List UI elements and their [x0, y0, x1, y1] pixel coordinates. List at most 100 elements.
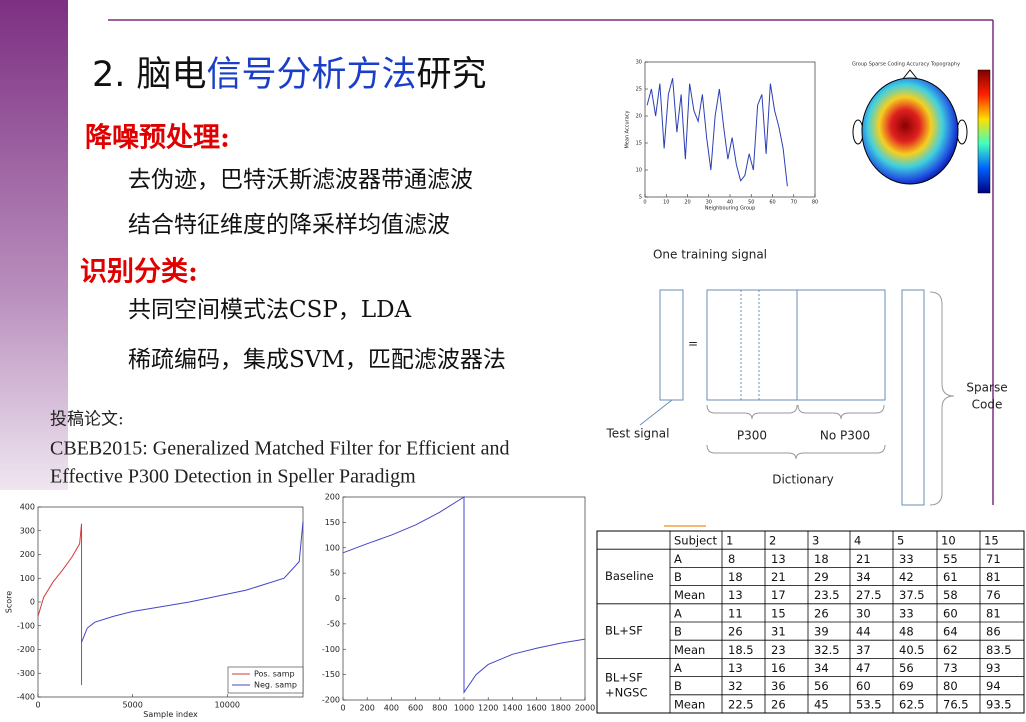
row-label: Mean — [674, 643, 705, 657]
topo-title: Group Sparse Coding Accuracy Topography — [852, 62, 960, 68]
table-cell: 13 — [771, 552, 786, 566]
table-cell: 33 — [899, 552, 914, 566]
x-tick-label: 1600 — [526, 704, 546, 713]
table-cell: 62.5 — [899, 697, 925, 711]
table-cell: 80 — [943, 679, 958, 693]
x-tick-label: 60 — [769, 200, 775, 206]
y-tick-label: 10 — [636, 168, 642, 174]
y-tick-label: -50 — [327, 619, 340, 628]
legend-box — [227, 666, 304, 694]
y-tick-label: 200 — [20, 550, 35, 559]
y-tick-label: -300 — [17, 669, 35, 678]
table-cell: 11 — [728, 606, 743, 620]
table-cell: 94 — [986, 679, 1001, 693]
table-cell: 15 — [771, 606, 786, 620]
table-cell: 26 — [814, 606, 829, 620]
x-tick-label: 800 — [432, 704, 447, 713]
x-tick-label: 5000 — [122, 701, 142, 710]
x-tick-label: 600 — [408, 704, 423, 713]
table-cell: 93.5 — [986, 697, 1012, 711]
title-part: 研究 — [417, 55, 487, 95]
table-cell: 40.5 — [899, 643, 925, 657]
x-tick-label: 200 — [360, 704, 375, 713]
table-cell: 93 — [986, 661, 1001, 675]
y-tick-label: -100 — [322, 645, 340, 654]
y-tick-label: 300 — [20, 526, 35, 535]
nose — [901, 69, 919, 81]
table-cell: 55 — [943, 552, 958, 566]
table-cell: 26 — [771, 697, 786, 711]
table-cell: 27.5 — [856, 588, 882, 602]
table-cell: 33 — [899, 606, 914, 620]
table-header: 4 — [854, 534, 861, 548]
y-tick-label: 30 — [636, 60, 642, 66]
brace — [706, 444, 886, 460]
section-item: 稀疏编码，集成SVM，匹配滤波器法 — [128, 347, 506, 373]
table-cell: 86 — [986, 625, 1001, 639]
table-cell: 60 — [943, 606, 958, 620]
table-cell: 76 — [986, 588, 1001, 602]
colorbar — [977, 69, 991, 194]
ear — [852, 119, 864, 145]
scalp-map — [861, 77, 959, 185]
x-tick-label: 10 — [663, 200, 669, 206]
table-cell: 34 — [856, 570, 871, 584]
diagram-label: Test signal — [606, 427, 670, 441]
table-cell: 45 — [814, 697, 829, 711]
y-tick-label: 400 — [20, 503, 35, 512]
diagram-label: P300 — [737, 429, 767, 443]
diagram-label: Sparse — [966, 381, 1007, 395]
x-tick-label: 0 — [35, 701, 40, 710]
line — [342, 496, 586, 695]
row-label: B — [674, 679, 682, 693]
section-item: 去伪迹，巴特沃斯滤波器带通滤波 — [128, 167, 473, 193]
row-label: A — [674, 606, 682, 620]
y-axis-label: Mean Accuracy — [625, 110, 631, 148]
pointer — [639, 399, 673, 426]
legend-label: Pos. samp — [254, 670, 295, 679]
table-cell: 23.5 — [814, 588, 840, 602]
side-band — [0, 0, 68, 490]
table-cell: 56 — [814, 679, 829, 693]
table-cell: 22.5 — [728, 697, 754, 711]
brace — [797, 404, 885, 420]
group-name: Baseline — [605, 569, 654, 583]
x-tick-label: 40 — [727, 200, 733, 206]
table-cell: 18.5 — [728, 643, 754, 657]
row-label: A — [674, 661, 682, 675]
section-item: 结合特征维度的降采样均值滤波 — [128, 212, 450, 238]
row-label: A — [674, 552, 682, 566]
table-cell: 37.5 — [899, 588, 925, 602]
x-tick-label: 0 — [340, 704, 345, 713]
table-cell: 48 — [899, 625, 914, 639]
table-header: 1 — [726, 534, 733, 548]
table-cell: 44 — [856, 625, 871, 639]
table-cell: 34 — [814, 661, 829, 675]
table-cell: 39 — [814, 625, 829, 639]
x-tick-label: 0 — [643, 200, 646, 206]
table-cell: 71 — [986, 552, 1001, 566]
slide-title: 2. 脑电信号分析方法研究 — [92, 55, 487, 95]
dictionary-box — [706, 289, 886, 401]
y-tick-label: 25 — [636, 87, 642, 93]
table-cell: 26 — [728, 625, 743, 639]
y-tick-label: -400 — [17, 693, 35, 702]
table-cell: 8 — [728, 552, 735, 566]
table-header: 3 — [812, 534, 819, 548]
table-cell: 58 — [943, 588, 958, 602]
table-header: 5 — [897, 534, 904, 548]
table-cell: 32 — [728, 679, 743, 693]
x-tick-label: 50 — [748, 200, 754, 206]
y-tick-label: -200 — [17, 645, 35, 654]
code-box — [901, 289, 925, 506]
y-tick-label: 50 — [330, 569, 340, 578]
y-tick-label: 150 — [325, 518, 340, 527]
y-tick-label: -150 — [322, 670, 340, 679]
x-tick-label: 20 — [684, 200, 690, 206]
section-heading: 识别分类: — [80, 257, 198, 288]
group-name: BL+SF — [605, 624, 643, 638]
y-tick-label: 100 — [325, 543, 340, 552]
line — [81, 521, 304, 643]
table-header: 15 — [984, 534, 999, 548]
